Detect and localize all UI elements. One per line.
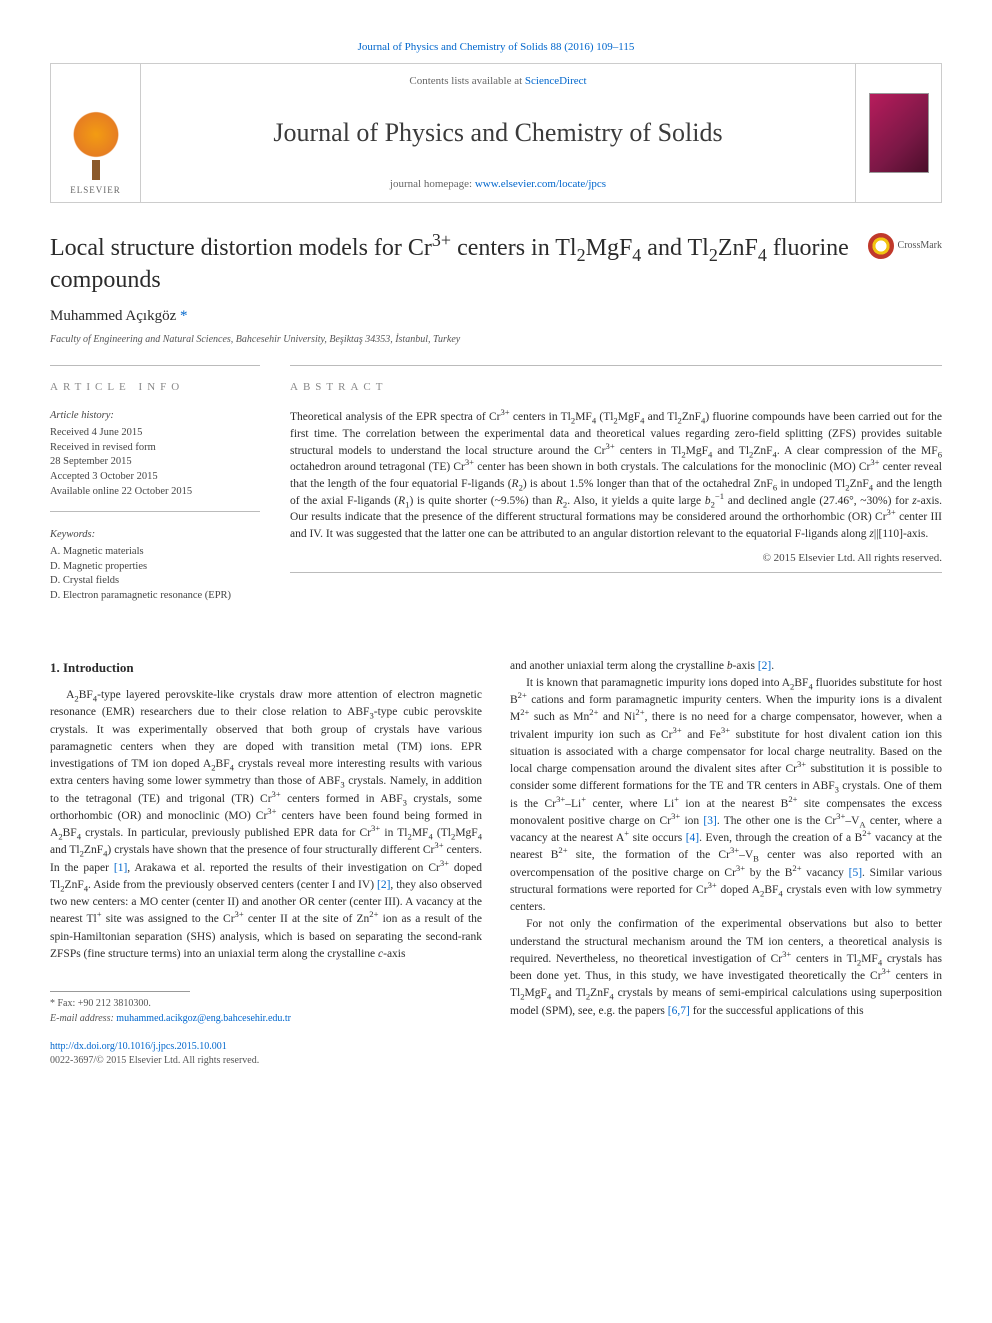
article-citation-link[interactable]: Journal of Physics and Chemistry of Soli…	[50, 40, 942, 55]
sciencedirect-link[interactable]: ScienceDirect	[525, 75, 587, 87]
homepage-line: journal homepage: www.elsevier.com/locat…	[390, 177, 606, 192]
fax-number: +90 212 3810300.	[78, 998, 151, 1009]
keyword-1: A. Magnetic materials	[50, 546, 144, 557]
keyword-3: D. Crystal fields	[50, 575, 119, 586]
para-3: It is known that paramagnetic impurity i…	[510, 675, 942, 917]
doi-link[interactable]: http://dx.doi.org/10.1016/j.jpcs.2015.10…	[50, 1041, 227, 1052]
page-footer: http://dx.doi.org/10.1016/j.jpcs.2015.10…	[50, 1040, 942, 1068]
homepage-link[interactable]: www.elsevier.com/locate/jpcs	[475, 178, 606, 190]
citation-text[interactable]: Journal of Physics and Chemistry of Soli…	[358, 41, 635, 53]
journal-title: Journal of Physics and Chemistry of Soli…	[273, 115, 722, 151]
history-received: Received 4 June 2015	[50, 427, 142, 438]
history-revised-2: 28 September 2015	[50, 456, 132, 467]
abstract-column: ABSTRACT Theoretical analysis of the EPR…	[290, 365, 942, 632]
keywords-head: Keywords:	[50, 528, 260, 543]
article-info-head: ARTICLE INFO	[50, 380, 260, 395]
crossmark-icon	[868, 233, 894, 259]
journal-cover-icon	[869, 93, 929, 173]
article-title: Local structure distortion models for Cr…	[50, 233, 856, 295]
abstract-head: ABSTRACT	[290, 380, 942, 395]
contents-line: Contents lists available at ScienceDirec…	[409, 74, 586, 89]
author-name: Muhammed Açıkgöz	[50, 308, 176, 324]
history-head: Article history:	[50, 409, 260, 424]
abstract-copyright: © 2015 Elsevier Ltd. All rights reserved…	[290, 551, 942, 566]
cover-thumb-cell	[855, 64, 941, 202]
fax-label: * Fax:	[50, 998, 78, 1009]
author-email-link[interactable]: muhammed.acikgoz@eng.bahcesehir.edu.tr	[116, 1013, 291, 1024]
corresponding-footnote: * Fax: +90 212 3810300. E-mail address: …	[50, 991, 482, 1026]
crossmark-badge[interactable]: CrossMark	[868, 233, 942, 259]
affiliation: Faculty of Engineering and Natural Scien…	[50, 333, 942, 347]
keyword-2: D. Magnetic properties	[50, 561, 147, 572]
para-4: For not only the confirmation of the exp…	[510, 916, 942, 1020]
crossmark-label: CrossMark	[898, 239, 942, 253]
journal-header: ELSEVIER Contents lists available at Sci…	[50, 63, 942, 203]
publisher-logo-cell: ELSEVIER	[51, 64, 141, 202]
email-line: E-mail address: muhammed.acikgoz@eng.bah…	[50, 1011, 482, 1026]
history-revised-1: Received in revised form	[50, 442, 156, 453]
section-1-head: 1. Introduction	[50, 658, 482, 678]
history-online: Available online 22 October 2015	[50, 486, 192, 497]
footnote-rule	[50, 991, 190, 992]
author-line: Muhammed Açıkgöz *	[50, 306, 942, 327]
info-abstract-row: ARTICLE INFO Article history: Received 4…	[50, 365, 942, 632]
contents-prefix: Contents lists available at	[409, 75, 524, 87]
history-accepted: Accepted 3 October 2015	[50, 471, 158, 482]
header-center: Contents lists available at ScienceDirec…	[141, 64, 855, 202]
body-two-column: 1. Introduction A2BF4-type layered perov…	[50, 658, 942, 1027]
abstract-text: Theoretical analysis of the EPR spectra …	[290, 409, 942, 542]
abstract-rule	[290, 572, 942, 573]
article-info-column: ARTICLE INFO Article history: Received 4…	[50, 365, 260, 632]
issn-copyright: 0022-3697/© 2015 Elsevier Ltd. All right…	[50, 1055, 259, 1066]
keyword-4: D. Electron paramagnetic resonance (EPR)	[50, 590, 231, 601]
fax-line: * Fax: +90 212 3810300.	[50, 996, 482, 1011]
para-2: and another uniaxial term along the crys…	[510, 658, 942, 675]
corresponding-author-mark[interactable]: *	[180, 308, 188, 324]
homepage-prefix: journal homepage:	[390, 178, 475, 190]
para-1: A2BF4-type layered perovskite-like cryst…	[50, 687, 482, 963]
elsevier-label: ELSEVIER	[70, 184, 121, 197]
elsevier-tree-icon	[66, 110, 126, 180]
email-label: E-mail address:	[50, 1013, 116, 1024]
article-history-block: Article history: Received 4 June 2015 Re…	[50, 409, 260, 512]
title-row: Local structure distortion models for Cr…	[50, 233, 942, 295]
keywords-block: Keywords: A. Magnetic materials D. Magne…	[50, 528, 260, 615]
